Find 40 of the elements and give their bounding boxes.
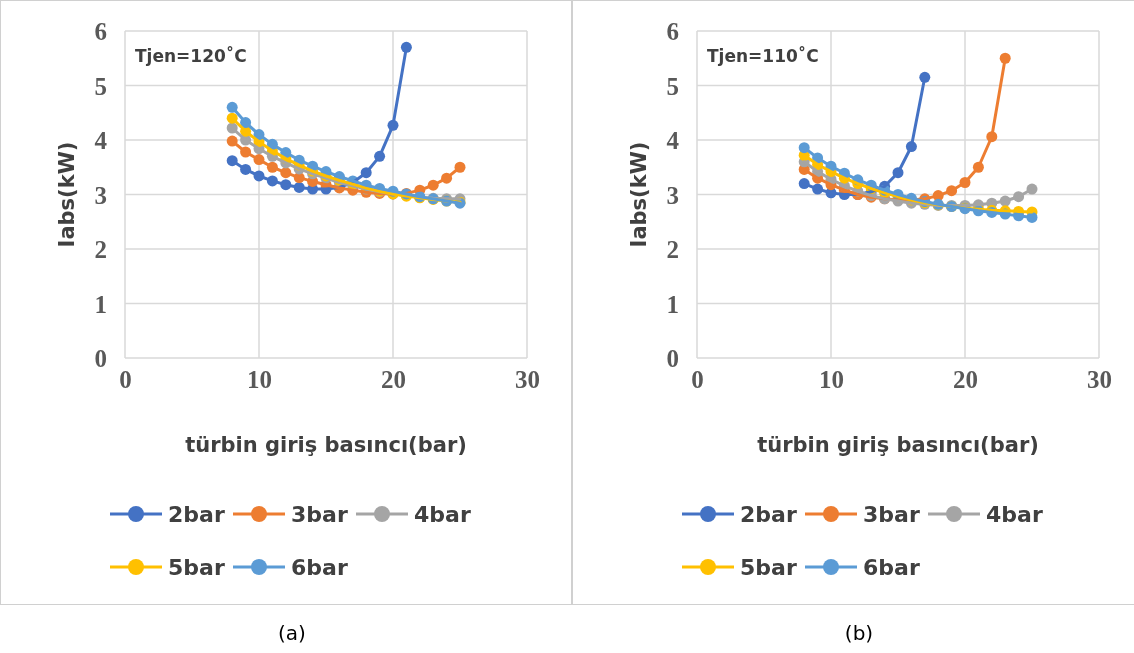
annotation: Tjen=110˚C [707,45,819,66]
x-tick-label: 20 [953,365,978,393]
legend-label: 6bar [863,554,920,580]
legend-label: 6bar [291,554,348,580]
y-tick-label: 1 [666,290,679,318]
x-tick-label: 20 [381,365,406,393]
y-tick-label: 2 [94,236,107,264]
y-axis-title: Iabs(kW) [55,141,79,248]
y-tick-label: 5 [666,72,679,100]
y-axis-title: Iabs(kW) [627,141,651,248]
text: (a) [278,621,306,645]
y-tick-label: 4 [666,127,680,155]
legend-label: 4bar [414,501,471,527]
legend-label: 5bar [168,554,225,580]
y-tick-label: 1 [94,290,107,318]
y-tick-label: 5 [94,72,107,100]
annotation: Tjen=120˚C [135,45,247,66]
y-tick-label: 4 [94,127,108,155]
x-axis-title: türbin giriş basıncı(bar) [185,433,467,457]
legend-label: 2bar [168,501,225,527]
legend-label: 3bar [291,501,348,527]
y-tick-label: 2 [666,236,679,264]
x-tick-label: 0 [119,365,132,393]
legend-label: 2bar [740,501,797,527]
y-tick-label: 3 [666,181,679,209]
x-tick-label: 10 [247,365,272,393]
text: (b) [844,621,874,645]
y-tick-label: 3 [94,181,107,209]
y-tick-label: 0 [666,345,679,373]
x-tick-label: 30 [1087,365,1112,393]
legend-label: 5bar [740,554,797,580]
x-tick-label: 30 [515,365,540,393]
legend-label: 3bar [863,501,920,527]
x-tick-label: 10 [819,365,844,393]
legend-label: 4bar [986,501,1043,527]
y-tick-label: 6 [666,18,679,46]
x-tick-label: 0 [691,365,704,393]
x-axis-title: türbin giriş basıncı(bar) [757,433,1039,457]
y-tick-label: 0 [94,345,107,373]
y-tick-label: 6 [94,18,107,46]
